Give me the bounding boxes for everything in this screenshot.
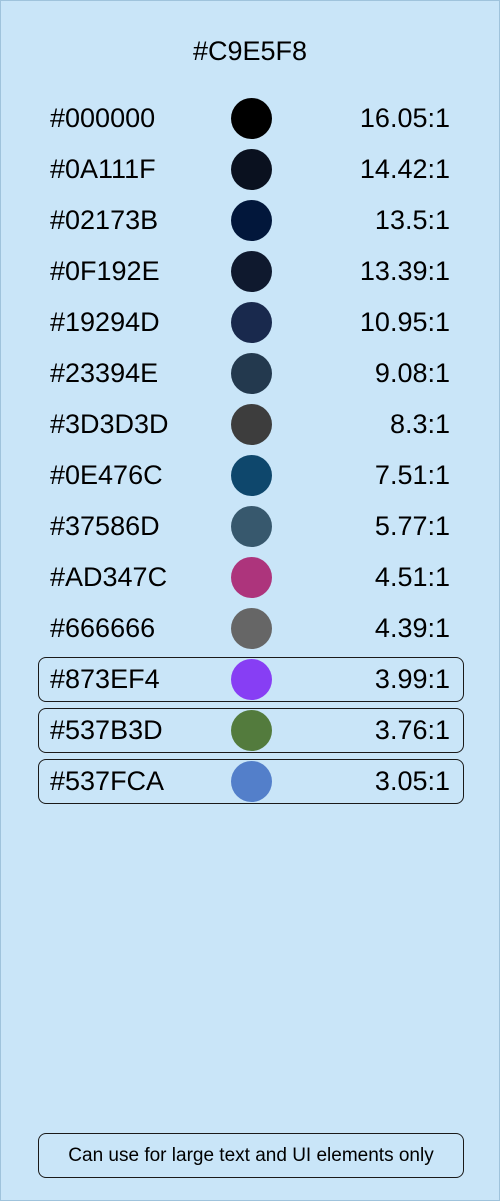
color-hex-label: #23394E [50, 358, 159, 388]
color-hex-label: #000000 [50, 103, 156, 133]
color-hex-label: #0E476C [50, 460, 163, 490]
color-swatch [231, 98, 272, 139]
color-row: #000000 16.05:1 [38, 96, 464, 141]
color-row: #537FCA 3.05:1 [38, 759, 464, 804]
background-color-title: #C9E5F8 [192, 36, 308, 66]
color-swatch [231, 710, 272, 751]
color-row: #0F192E 13.39:1 [38, 249, 464, 294]
contrast-ratio: 8.3:1 [389, 409, 450, 439]
color-hex-label: #537B3D [50, 715, 163, 745]
color-swatch [231, 506, 272, 547]
large-text-legend: Can use for large text and UI elements o… [38, 1133, 464, 1178]
color-row: #AD347C 4.51:1 [38, 555, 464, 600]
color-swatch [231, 200, 272, 241]
color-row: #3D3D3D 8.3:1 [38, 402, 464, 447]
contrast-ratio: 9.08:1 [374, 358, 450, 388]
color-swatch [231, 353, 272, 394]
color-row: #19294D 10.95:1 [38, 300, 464, 345]
color-swatch [231, 404, 272, 445]
color-hex-label: #3D3D3D [50, 409, 169, 439]
color-hex-label: #537FCA [50, 766, 165, 796]
contrast-ratio: 5.77:1 [374, 511, 450, 541]
contrast-ratio: 7.51:1 [374, 460, 450, 490]
color-row: #666666 4.39:1 [38, 606, 464, 651]
color-row: #02173B 13.5:1 [38, 198, 464, 243]
color-row: #0E476C 7.51:1 [38, 453, 464, 498]
color-swatch [231, 455, 272, 496]
color-hex-label: #AD347C [50, 562, 168, 592]
color-hex-label: #873EF4 [50, 664, 160, 694]
color-hex-label: #0A111F [50, 154, 156, 184]
color-hex-label: #19294D [50, 307, 160, 337]
color-hex-label: #0F192E [50, 256, 160, 286]
color-row: #37586D 5.77:1 [38, 504, 464, 549]
color-row: #873EF4 3.99:1 [38, 657, 464, 702]
contrast-ratio: 16.05:1 [359, 103, 450, 133]
contrast-ratio: 13.5:1 [374, 205, 450, 235]
color-swatch [231, 149, 272, 190]
contrast-ratio: 14.42:1 [359, 154, 450, 184]
color-swatch [231, 659, 272, 700]
color-hex-label: #02173B [50, 205, 159, 235]
contrast-ratio: 13.39:1 [359, 256, 450, 286]
contrast-ratio: 4.39:1 [374, 613, 450, 643]
color-row: #0A111F 14.42:1 [38, 147, 464, 192]
color-swatch [231, 761, 272, 802]
contrast-ratio: 3.76:1 [374, 715, 450, 745]
contrast-ratio: 3.05:1 [374, 766, 450, 796]
color-hex-label: #666666 [50, 613, 156, 643]
color-swatch [231, 251, 272, 292]
color-list: #000000 16.05:1 #0A111F 14.42:1 #02173B … [38, 96, 464, 810]
color-swatch [231, 302, 272, 343]
contrast-ratio: 4.51:1 [374, 562, 450, 592]
color-row: #537B3D 3.76:1 [38, 708, 464, 753]
contrast-ratio: 3.99:1 [374, 664, 450, 694]
color-hex-label: #37586D [50, 511, 160, 541]
color-row: #23394E 9.08:1 [38, 351, 464, 396]
color-swatch [231, 557, 272, 598]
color-swatch [231, 608, 272, 649]
contrast-ratio: 10.95:1 [359, 307, 450, 337]
